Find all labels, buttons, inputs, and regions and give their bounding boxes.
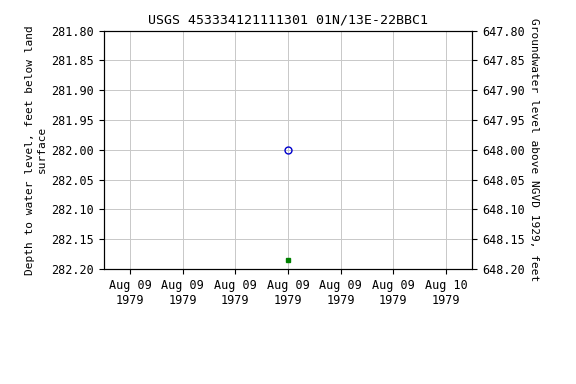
Y-axis label: Groundwater level above NGVD 1929, feet: Groundwater level above NGVD 1929, feet xyxy=(529,18,539,281)
Title: USGS 453334121111301 01N/13E-22BBC1: USGS 453334121111301 01N/13E-22BBC1 xyxy=(148,14,428,27)
Y-axis label: Depth to water level, feet below land
surface: Depth to water level, feet below land su… xyxy=(25,25,47,275)
